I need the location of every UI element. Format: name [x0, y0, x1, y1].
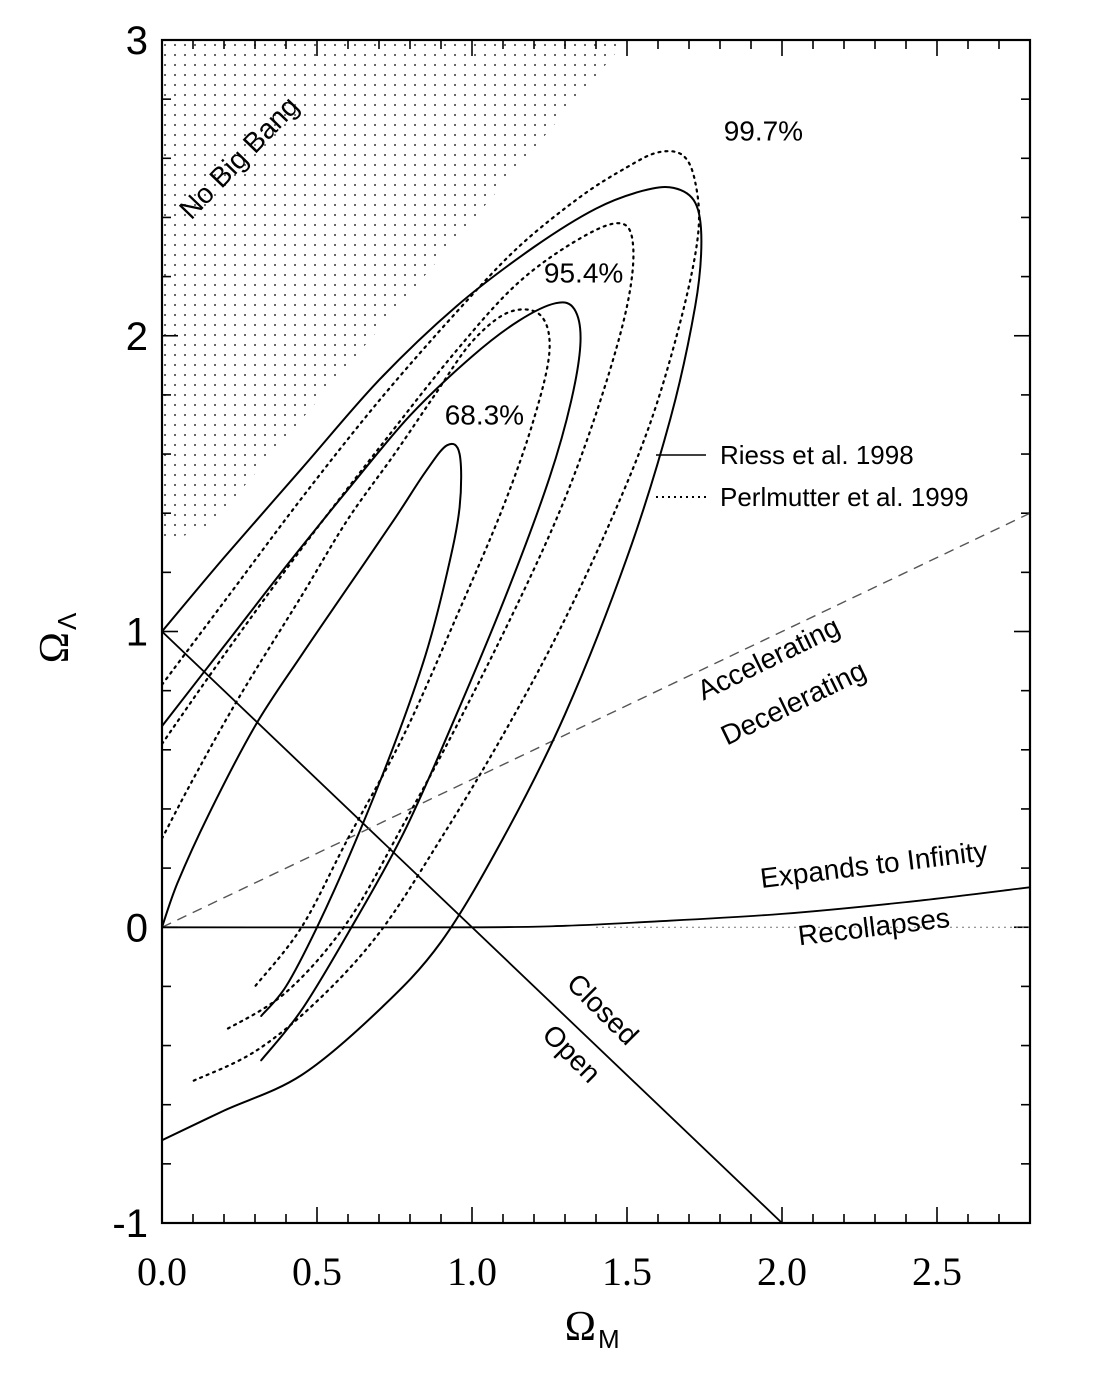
y-tick-label: 1 — [126, 611, 148, 655]
contour-perlmutter-95-4 — [162, 222, 635, 1032]
x-axis-title: Ω M — [565, 1304, 620, 1354]
y-tick-label: 0 — [126, 906, 148, 950]
y-tick-label: 3 — [126, 19, 148, 63]
contour-riess-99-7 — [162, 186, 703, 1142]
x-tick-label: 1.5 — [602, 1249, 652, 1294]
x-tick-label: 2.5 — [912, 1249, 962, 1294]
y-tick-label: 2 — [126, 315, 148, 359]
x-tick-label: 1.0 — [447, 1249, 497, 1294]
annotation-99-7: 99.7% — [724, 116, 803, 147]
legend-label-perlmutter: Perlmutter et al. 1999 — [720, 482, 969, 512]
x-tick-label: 0.5 — [292, 1249, 342, 1294]
boundary-expands-recollapses — [162, 886, 1030, 929]
x-tick-label: 2.0 — [757, 1249, 807, 1294]
contour-perlmutter-99-7 — [162, 150, 701, 1083]
y-axis-title: Ω Λ — [32, 612, 82, 663]
ticks-layer — [161, 39, 1031, 1224]
annotation-open: Open — [537, 1018, 607, 1088]
y-axis-title-subscript: Λ — [52, 612, 82, 630]
region-no-big-bang — [162, 40, 627, 543]
region-layer — [162, 40, 627, 543]
boundary-accelerating-decelerating — [162, 512, 1030, 928]
y-axis-title-main: Ω — [32, 632, 78, 663]
x-axis-title-subscript: M — [598, 1324, 620, 1354]
contour-perlmutter-68-3 — [162, 308, 551, 988]
annotation-recollapses: Recollapses — [796, 902, 951, 951]
x-tick-label: 0.0 — [137, 1249, 187, 1294]
y-tick-label: -1 — [112, 1202, 148, 1246]
legend: Riess et al. 1998 Perlmutter et al. 1999 — [656, 440, 969, 512]
curves-layer — [162, 150, 1030, 1223]
annotation-expands-to-infinity: Expands to Infinity — [758, 835, 989, 894]
plot-frame — [160, 38, 1032, 1225]
annotation-68-3: 68.3% — [445, 399, 524, 430]
contour-riess-68-3 — [162, 442, 463, 1017]
annotation-95-4: 95.4% — [544, 258, 623, 289]
x-axis-title-main: Ω — [565, 1304, 596, 1350]
legend-label-riess: Riess et al. 1998 — [720, 440, 914, 470]
